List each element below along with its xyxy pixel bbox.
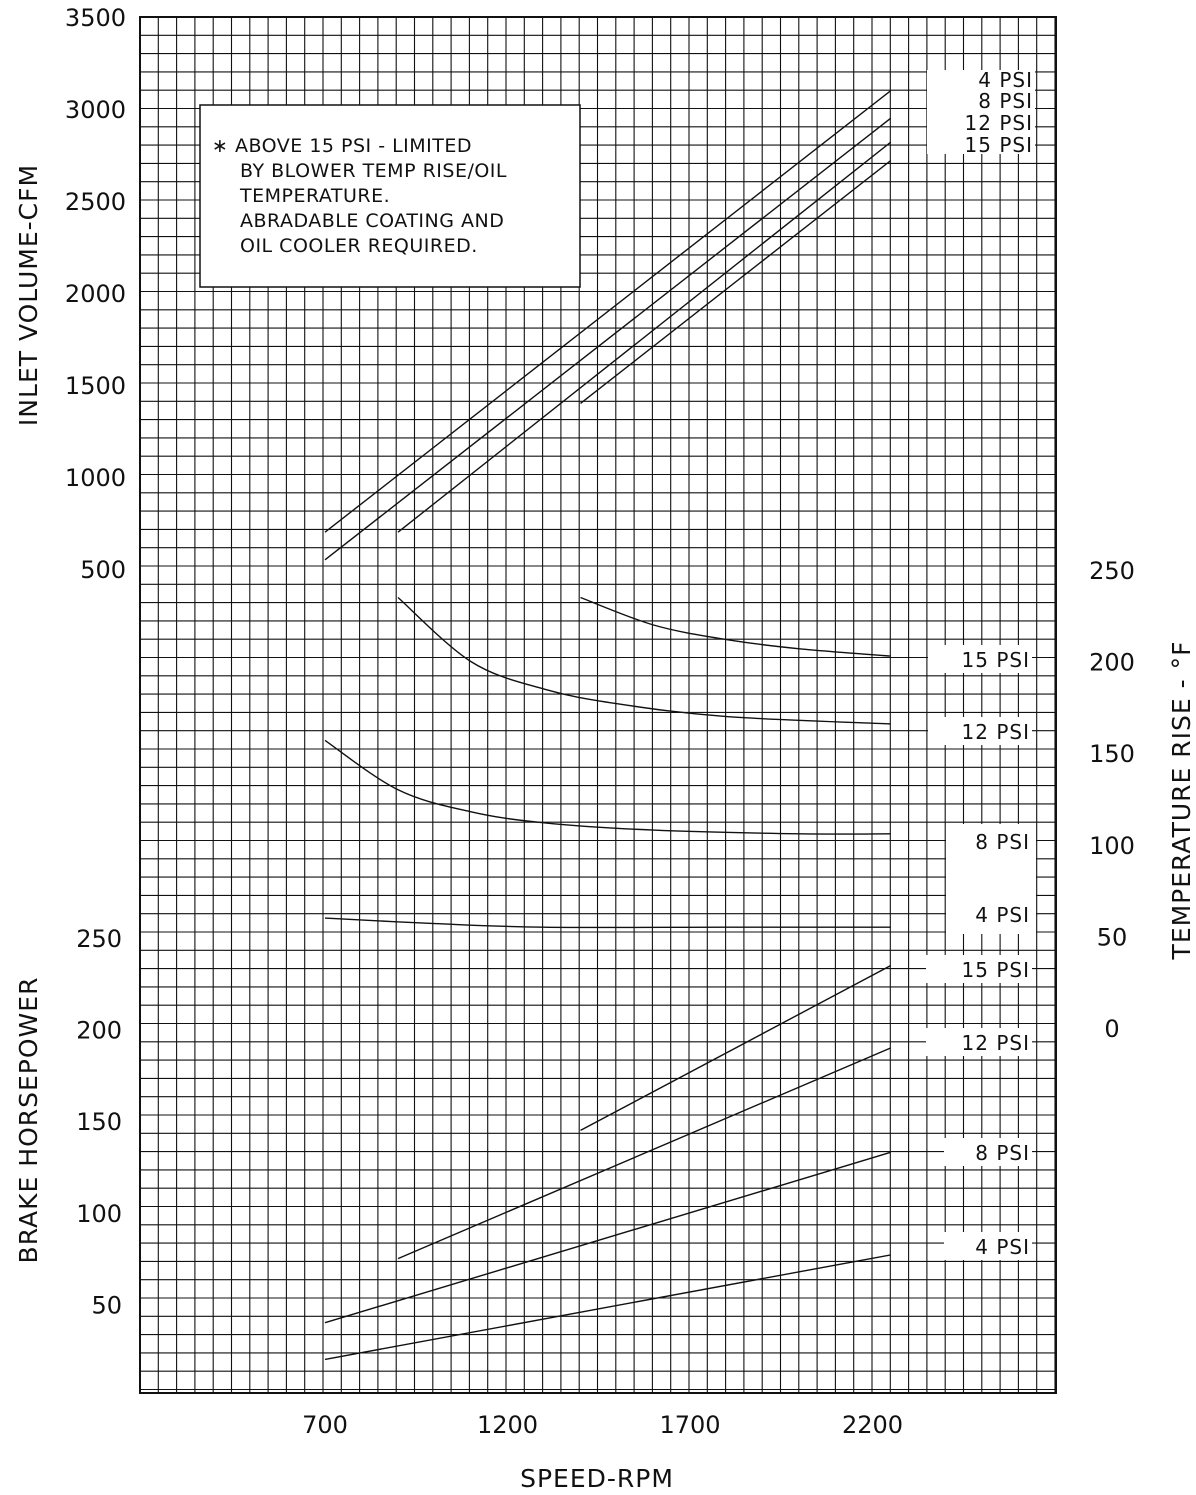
temp-label-8psi: 8 PSI [975,830,1030,854]
note-line-5: OIL COOLER REQUIRED. [240,235,478,257]
bhp-line-12psi [397,1047,892,1260]
temp-label-4psi: 4 PSI [975,903,1030,927]
x-tick-label-rpm: 1200 [477,1411,538,1439]
temp-label-15psi: 15 PSI [962,648,1030,672]
y-tick-label-bhp: 250 [76,925,122,953]
y-tick-label-temp: 100 [1089,832,1135,860]
y-axis-title-right: TEMPERATURE RISE - °F [1167,641,1196,961]
x-axis-title: SPEED-RPM [520,1464,674,1493]
bhp-label-4psi: 4 PSI [975,1235,1030,1259]
bhp-line-8psi [324,1151,892,1324]
temp-label-12psi: 12 PSI [962,720,1030,744]
y-tick-label-cfm: 2000 [65,280,126,308]
curve-labels: 4 PSI 8 PSI 12 PSI 15 PSI 15 PSI 12 PSI … [926,68,1036,1260]
plot-frame [139,16,1057,1394]
y-tick-label-cfm: 3500 [65,4,126,32]
y-tick-label-bhp: 150 [76,1108,122,1136]
y-tick-label-temp: 0 [1104,1015,1119,1043]
tick-labels: 5001000150020002500300035005010015020025… [65,4,1135,1439]
y-tick-label-cfm: 1500 [65,372,126,400]
bhp-label-15psi: 15 PSI [962,958,1030,982]
y-tick-label-cfm: 3000 [65,96,126,124]
note-box: ∗ ABOVE 15 PSI - LIMITED BY BLOWER TEMP … [199,104,581,288]
note-line-1: ∗ ABOVE 15 PSI - LIMITED [212,135,472,157]
temp-line-8psi [324,739,891,835]
cfm-line-4psi [324,90,892,533]
bhp-line-15psi [580,964,892,1132]
cfm-line-15psi [580,159,892,404]
bhp-line-4psi [324,1254,891,1361]
note-line-3: TEMPERATURE. [239,185,390,207]
cfm-label-12psi: 12 PSI [965,111,1033,135]
y-tick-label-bhp: 100 [76,1200,122,1228]
y-tick-label-bhp: 50 [91,1291,122,1319]
note-line-4: ABRADABLE COATING AND [240,210,504,232]
y-tick-label-temp: 50 [1097,923,1128,951]
y-axis-title-left-bottom: BRAKE HORSEPOWER [14,977,43,1264]
temp-line-15psi [580,596,891,657]
cfm-label-15psi: 15 PSI [965,133,1033,157]
performance-curves [324,90,892,1361]
note-line-2: BY BLOWER TEMP RISE/OIL [240,160,507,182]
x-tick-label-rpm: 1700 [659,1411,720,1439]
x-tick-label-rpm: 700 [302,1411,348,1439]
temp-line-4psi [324,917,891,929]
bhp-label-8psi: 8 PSI [975,1141,1030,1165]
y-tick-label-bhp: 200 [76,1017,122,1045]
y-axis-title-left-top: INLET VOLUME-CFM [14,164,43,426]
bhp-label-12psi: 12 PSI [962,1031,1030,1055]
cfm-label-4psi: 4 PSI [978,68,1033,92]
temp-line-12psi [397,596,891,725]
y-tick-label-temp: 150 [1089,740,1135,768]
cfm-label-8psi: 8 PSI [978,89,1033,113]
y-tick-label-temp: 200 [1089,649,1135,677]
y-tick-label-cfm: 1000 [65,464,126,492]
y-tick-label-temp: 250 [1089,557,1135,585]
x-tick-label-rpm: 2200 [842,1411,903,1439]
y-tick-label-cfm: 2500 [65,188,126,216]
y-tick-label-cfm: 500 [80,556,126,584]
cfm-line-8psi [324,117,892,561]
cfm-line-12psi [397,141,892,533]
